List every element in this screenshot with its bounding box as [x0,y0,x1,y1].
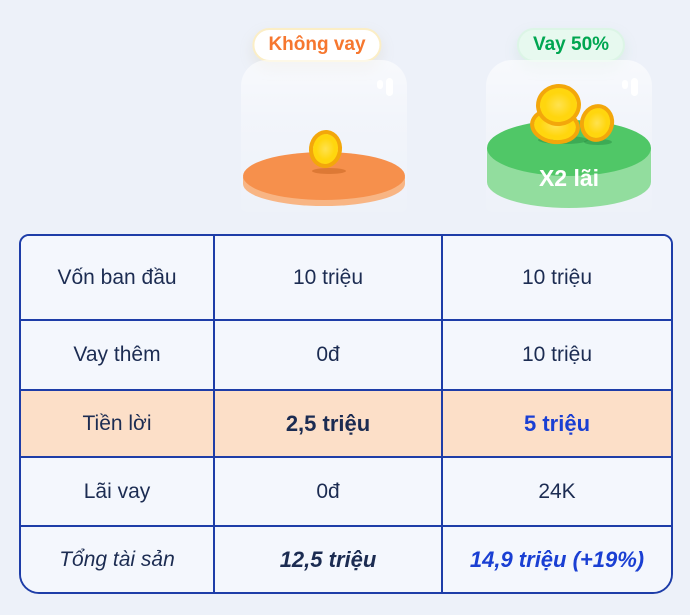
row-label: Vốn ban đầu [21,236,215,321]
badge-no-loan: Không vay [252,28,382,62]
cell-no-loan: 0đ [215,321,443,391]
row-label: Tiền lời [21,391,215,458]
cell-loan-50: 10 triệu [443,236,671,321]
comparison-table: Vốn ban đầu 10 triệu 10 triệu Vay thêm 0… [19,234,673,594]
row-label: Vay thêm [21,321,215,391]
coin-shadow [312,168,346,174]
cell-no-loan: 0đ [215,458,443,527]
cell-loan-50: 5 triệu [443,391,671,458]
glass-shine-icon [622,78,638,96]
row-label: Tổng tài sản [21,527,215,592]
glass-shine-icon [377,78,393,96]
cell-no-loan: 2,5 triệu [215,391,443,458]
platform-label: X2 lãi [538,165,600,191]
badge-loan-50: Vay 50% [516,28,626,62]
cell-loan-50: 24K [443,458,671,527]
cell-no-loan: 10 triệu [215,236,443,321]
cell-loan-50: 10 triệu [443,321,671,391]
row-label: Lãi vay [21,458,215,527]
cell-no-loan: 12,5 triệu [215,527,443,592]
cell-loan-50: 14,9 triệu (+19%) [443,527,671,592]
